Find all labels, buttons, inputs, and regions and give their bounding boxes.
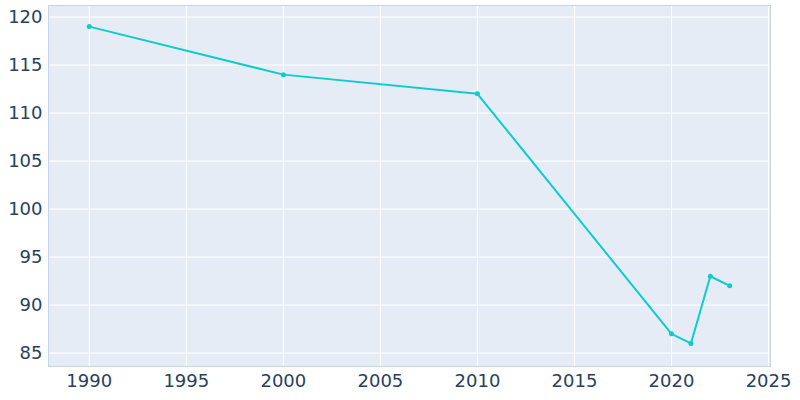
- svg-text:85: 85: [20, 342, 43, 363]
- svg-text:95: 95: [20, 246, 43, 267]
- svg-text:120: 120: [8, 6, 42, 27]
- svg-text:2005: 2005: [357, 370, 403, 391]
- svg-text:2015: 2015: [552, 370, 598, 391]
- svg-text:105: 105: [8, 150, 42, 171]
- svg-text:115: 115: [8, 54, 42, 75]
- svg-text:2000: 2000: [260, 370, 306, 391]
- svg-text:2025: 2025: [746, 370, 792, 391]
- svg-text:1990: 1990: [66, 370, 112, 391]
- svg-text:110: 110: [8, 102, 42, 123]
- svg-text:1995: 1995: [163, 370, 209, 391]
- svg-text:2010: 2010: [455, 370, 501, 391]
- svg-text:90: 90: [20, 294, 43, 315]
- svg-text:2020: 2020: [649, 370, 695, 391]
- svg-text:100: 100: [8, 198, 42, 219]
